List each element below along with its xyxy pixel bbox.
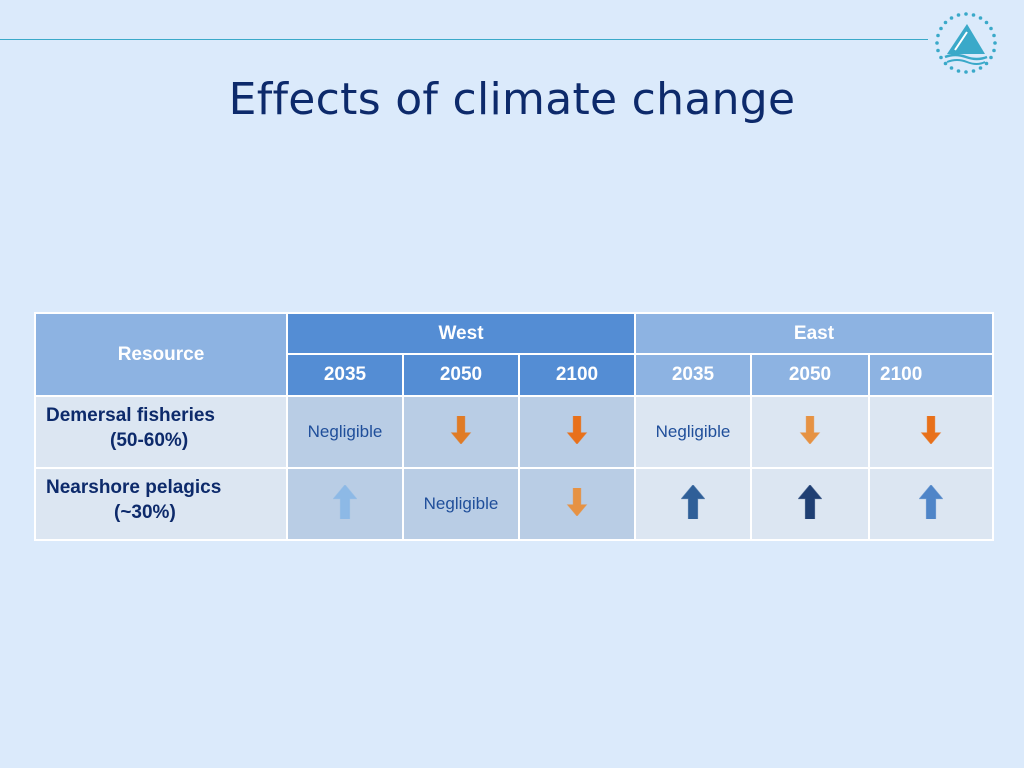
resource-share: (50-60%) (110, 430, 189, 451)
negligible-label: Negligible (307, 422, 383, 441)
resource-name: Demersal fisheries (46, 405, 215, 426)
arrow-down-icon (566, 415, 588, 449)
effect-cell-east-2100 (868, 467, 994, 541)
negligible-label: Negligible (423, 494, 499, 513)
arrow-up-icon (680, 483, 706, 524)
arrow-down-icon (450, 415, 472, 449)
effect-cell-west-2050 (402, 395, 520, 469)
arrow-down-icon (920, 415, 942, 449)
effect-cell-east-2050 (750, 467, 870, 541)
arrow-down-icon (799, 415, 821, 449)
top-divider-line (0, 39, 928, 40)
resource-cell: Demersal fisheries (50-60%) (34, 395, 288, 469)
arrow-down-icon (566, 487, 588, 521)
resource-cell: Nearshore pelagics (~30%) (34, 467, 288, 541)
year-header-west-2050: 2050 (402, 353, 520, 397)
effect-cell-east-2035 (634, 467, 752, 541)
arrow-up-icon (332, 483, 358, 524)
table-row: Nearshore pelagics (~30%) Negligible (34, 467, 994, 541)
climate-effects-table: Resource West East 2035 2050 2100 2035 2… (34, 312, 994, 541)
effect-cell-west-2100 (518, 467, 636, 541)
year-header-west-2100: 2100 (518, 353, 636, 397)
effect-cell-west-2050: Negligible (402, 467, 520, 541)
header-row-regions: Resource West East (34, 312, 994, 397)
effect-cell-east-2035: Negligible (634, 395, 752, 469)
organization-logo (935, 12, 997, 74)
year-header-east-2100: 2100 (868, 353, 994, 397)
slide-title: Effects of climate change (228, 74, 796, 125)
table-row: Demersal fisheries (50-60%) Negligible N… (34, 395, 994, 469)
header-west: West (286, 312, 636, 355)
year-header-east-2035: 2035 (634, 353, 752, 397)
resource-name: Nearshore pelagics (46, 477, 222, 498)
effect-cell-west-2035: Negligible (286, 395, 404, 469)
header-row-years: 2035 2050 2100 2035 2050 2100 (35, 353, 994, 397)
header-resource: Resource (34, 312, 288, 397)
effect-cell-east-2100 (868, 395, 994, 469)
negligible-label: Negligible (655, 422, 731, 441)
effect-cell-west-2100 (518, 395, 636, 469)
header-east: East (634, 312, 994, 355)
effect-cell-east-2050 (750, 395, 870, 469)
year-header-east-2050: 2050 (750, 353, 870, 397)
year-header-west-2035: 2035 (286, 353, 404, 397)
effect-cell-west-2035 (286, 467, 404, 541)
resource-share: (~30%) (114, 502, 176, 523)
arrow-up-icon (797, 483, 823, 524)
arrow-up-icon (918, 483, 944, 524)
